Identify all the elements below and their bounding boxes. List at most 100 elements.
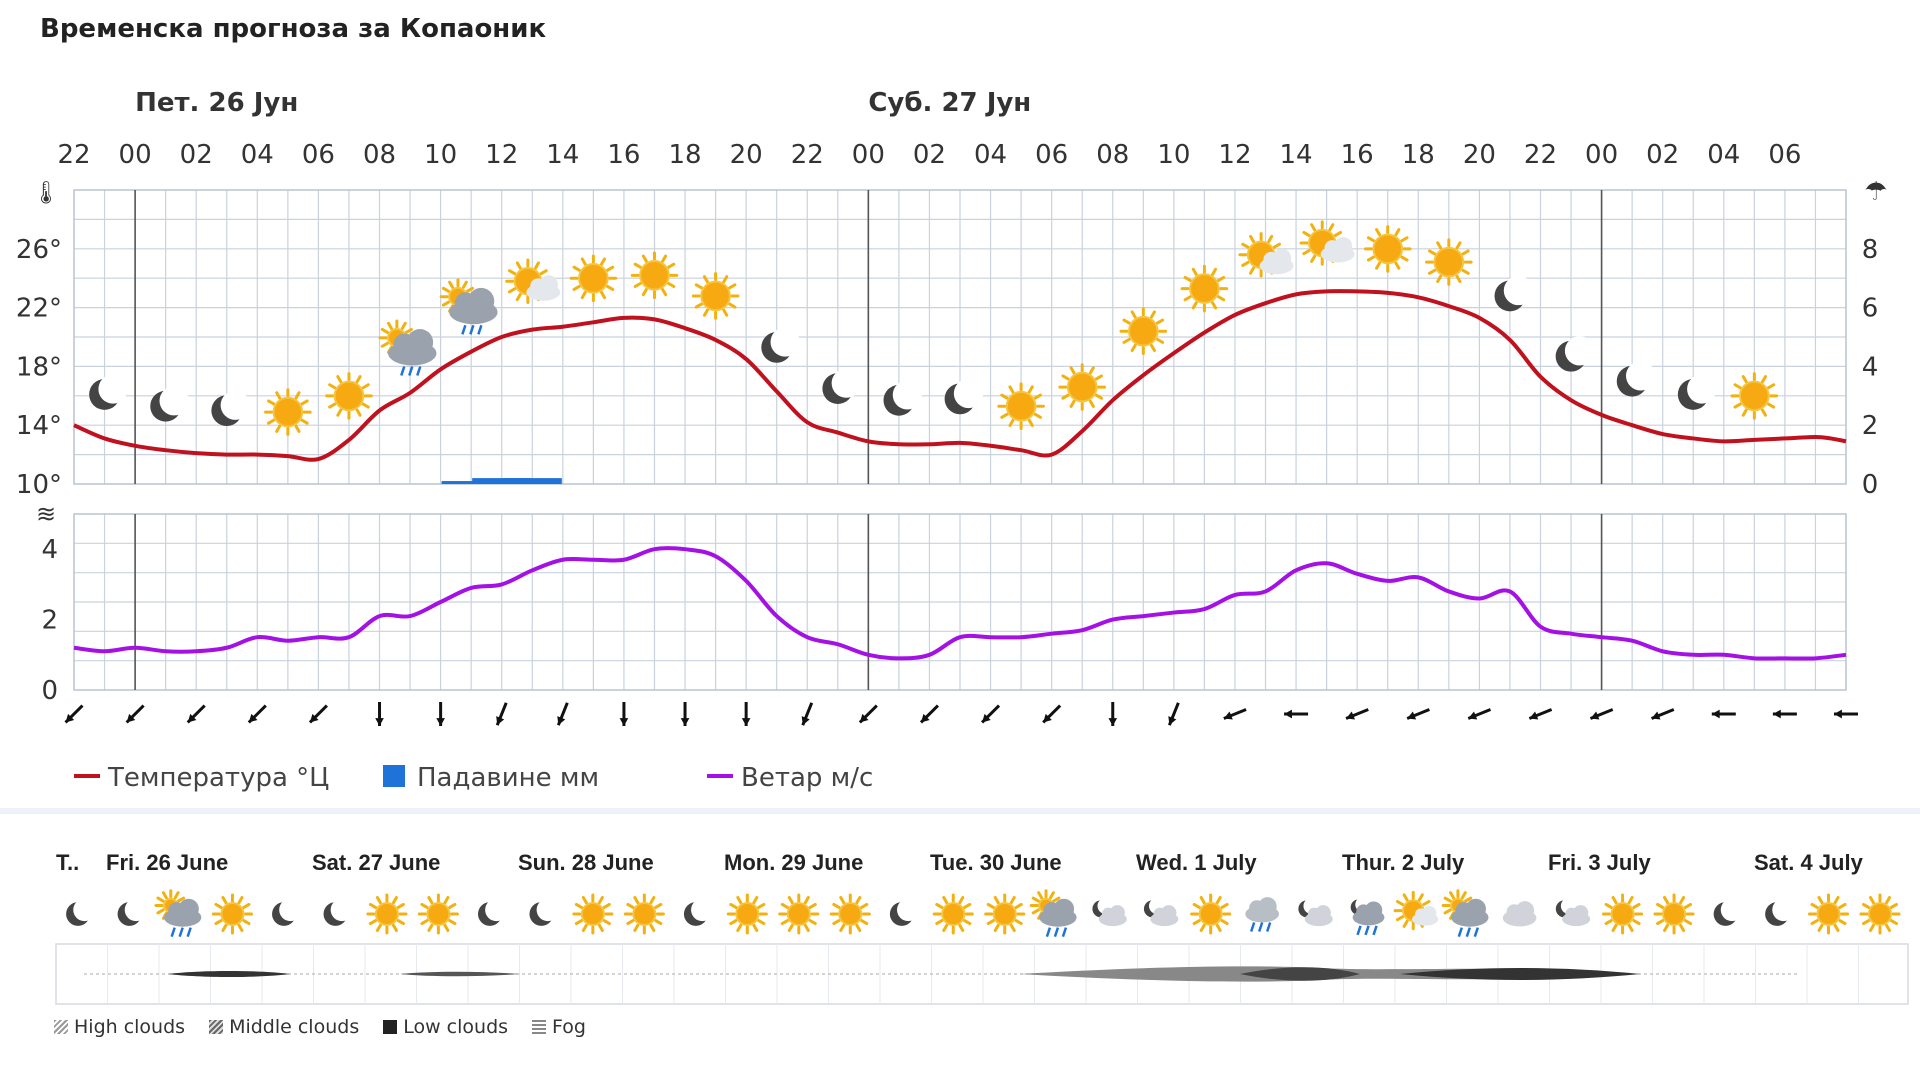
sun-icon xyxy=(630,251,679,300)
sun-icon xyxy=(211,893,254,935)
moon-icon xyxy=(1616,361,1656,397)
outlook-icon xyxy=(1441,889,1489,937)
moon-icon xyxy=(883,380,922,416)
wind-direction-arrow xyxy=(1167,702,1180,726)
cloud-rain-icon xyxy=(1245,897,1280,932)
moon-icon xyxy=(477,898,508,926)
legend-temperature-label: Температура °Ц xyxy=(107,763,329,793)
moon-icon xyxy=(944,378,984,415)
low-clouds-band xyxy=(168,971,290,977)
wind-direction-arrow xyxy=(619,702,629,726)
cloud-icon xyxy=(1150,905,1179,927)
moon-icon xyxy=(683,898,714,926)
outlook-icon xyxy=(1143,897,1179,927)
outlook-icon xyxy=(1502,901,1537,927)
sun-icon xyxy=(623,893,665,935)
y2-tick-label: 0 xyxy=(1862,470,1879,500)
wind-tick-label: 4 xyxy=(41,535,58,565)
sun-icon xyxy=(417,893,459,935)
outlook-icon xyxy=(1298,897,1333,927)
sun-icon xyxy=(829,893,871,935)
moon-icon xyxy=(117,898,148,926)
outlook-icon xyxy=(984,893,1026,935)
sun-icon xyxy=(1859,893,1901,935)
sun-icon xyxy=(1363,225,1412,273)
y-tick-label: 22° xyxy=(16,294,62,324)
y2-tick-label: 6 xyxy=(1862,294,1879,324)
x-tick-label: 00 xyxy=(852,140,885,170)
x-tick-label: 00 xyxy=(119,140,152,170)
page-title: Временска прогноза за Копаоник xyxy=(40,14,547,44)
outlook-icon xyxy=(623,893,665,935)
outlook-day-label: Wed. 1 July xyxy=(1136,850,1257,875)
legend-low-clouds: Low clouds xyxy=(383,1016,508,1038)
sun-cloud-rain-icon xyxy=(1441,889,1489,937)
wind-direction-arrow xyxy=(1284,709,1309,719)
outlook-icon xyxy=(211,893,254,935)
sun-icon xyxy=(1425,238,1473,286)
cloud-icon xyxy=(388,329,437,366)
wind-direction-arrow xyxy=(1467,708,1492,720)
moon-icon xyxy=(889,898,920,926)
outlook-icon xyxy=(417,893,459,935)
sun-icon xyxy=(1119,307,1168,356)
sun-cloud-rain-icon xyxy=(154,889,202,937)
sun-icon xyxy=(726,893,768,935)
umbrella-icon: ☂ xyxy=(1864,177,1887,207)
low-clouds-band xyxy=(400,971,520,977)
rain-icon xyxy=(170,927,192,937)
wind-direction-arrow xyxy=(556,702,569,726)
x-tick-label: 20 xyxy=(730,140,763,170)
wind-direction-arrow xyxy=(1223,708,1247,720)
outlook-day-label: Mon. 29 June xyxy=(724,850,863,875)
cloud-legend: High clouds Middle clouds Low clouds Fog xyxy=(54,1016,586,1038)
x-tick-label: 04 xyxy=(241,140,274,170)
moon-icon xyxy=(272,898,302,926)
wind-tick-label: 2 xyxy=(41,606,58,636)
outlook-icon xyxy=(1602,893,1644,935)
sun-icon xyxy=(325,372,373,420)
wind-direction-arrow xyxy=(801,702,814,726)
wind-direction-arrow xyxy=(741,702,751,726)
wind-direction-arrow xyxy=(1834,709,1858,719)
outlook-icon xyxy=(1765,898,1795,926)
legend-fog-label: Fog xyxy=(552,1016,586,1038)
precipitation-bar xyxy=(472,478,532,484)
x-tick-label: 02 xyxy=(1646,140,1679,170)
x-tick-label: 22 xyxy=(57,140,90,170)
legend-precipitation-swatch xyxy=(383,765,405,787)
sun-icon xyxy=(1602,893,1644,935)
day-label: Суб. 27 Јун xyxy=(868,88,1031,118)
outlook-day-label: Sat. 27 June xyxy=(312,850,440,875)
outlook-icon xyxy=(829,893,871,935)
wind-direction-arrow xyxy=(1042,704,1062,724)
legend-precipitation-label: Падавине мм xyxy=(417,763,599,793)
plot-frame xyxy=(73,513,1847,691)
outlook-icon xyxy=(366,893,408,935)
outlook-icon xyxy=(1190,893,1232,935)
moon-icon xyxy=(1555,336,1595,372)
cloud-icon xyxy=(1039,898,1077,927)
outlook-day-label: Sun. 28 June xyxy=(518,850,654,875)
sun-cloud-rain-icon xyxy=(439,278,498,335)
y-tick-label: 10° xyxy=(16,470,62,500)
x-tick-label: 04 xyxy=(1707,140,1740,170)
wind-direction-arrow xyxy=(375,702,384,726)
legend-middle-clouds: Middle clouds xyxy=(209,1016,359,1038)
cloud-icon xyxy=(1320,237,1355,263)
outlook-icon xyxy=(889,898,920,926)
moon-icon xyxy=(1713,898,1744,926)
outlook-icon xyxy=(1859,893,1901,935)
outlook-icon xyxy=(154,889,202,937)
outlook-icon xyxy=(1092,897,1127,927)
x-tick-label: 10 xyxy=(1157,140,1190,170)
sun-icon xyxy=(569,254,618,303)
x-tick-label: 16 xyxy=(607,140,640,170)
wind-direction-arrow xyxy=(308,704,328,724)
legend-low-clouds-label: Low clouds xyxy=(403,1016,509,1038)
legend-high-clouds-label: High clouds xyxy=(74,1016,186,1038)
cloud-icon xyxy=(1502,901,1537,927)
y-tick-label: 14° xyxy=(16,411,62,441)
wind-direction-arrow xyxy=(919,704,939,724)
